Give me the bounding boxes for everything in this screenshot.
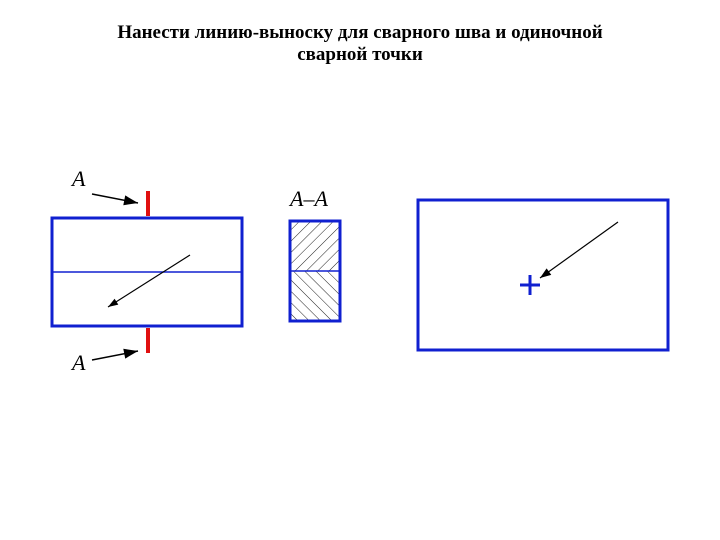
arrowhead xyxy=(540,268,551,278)
leader-front xyxy=(108,255,190,307)
section-hatch-top xyxy=(290,221,340,271)
arrowhead xyxy=(123,195,138,205)
diagram-svg xyxy=(0,0,720,540)
leader-right xyxy=(540,222,618,278)
arrowhead xyxy=(108,299,118,307)
section-hatch-bottom xyxy=(290,271,340,321)
arrowhead xyxy=(123,349,138,359)
